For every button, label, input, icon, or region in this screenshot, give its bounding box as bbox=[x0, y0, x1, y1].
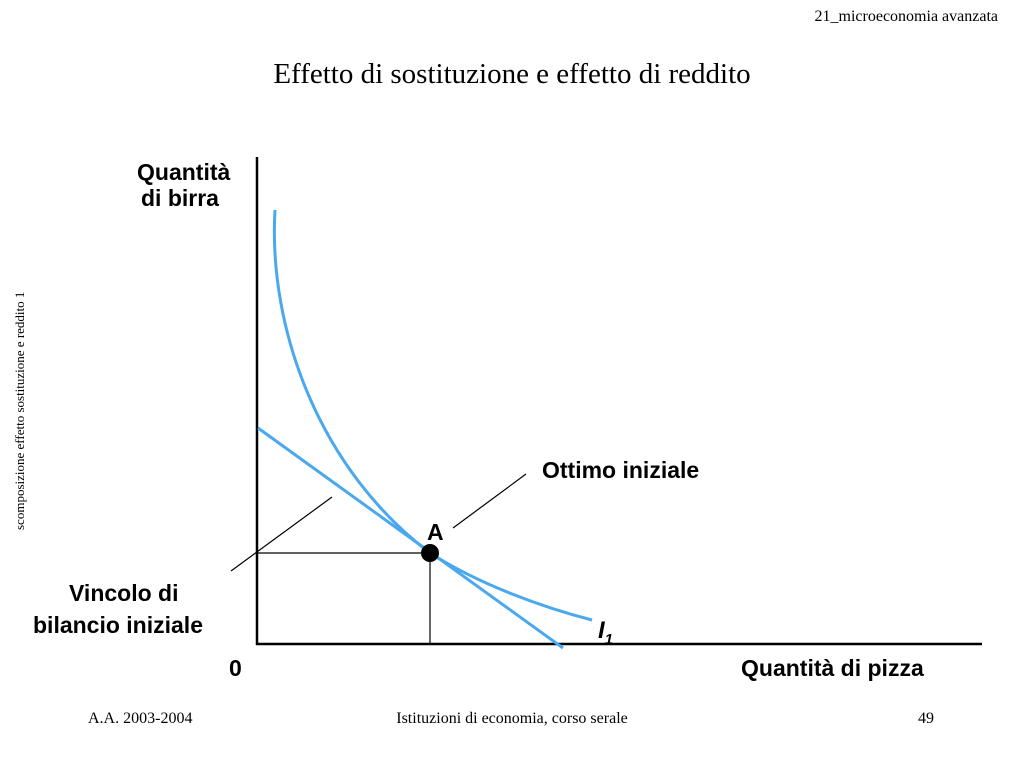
slide-title: Effetto di sostituzione e effetto di red… bbox=[273, 58, 751, 90]
curve-label-i1: I1 bbox=[598, 617, 613, 648]
indifference-curve-i1 bbox=[272, 209, 593, 622]
origin-label: 0 bbox=[229, 655, 242, 681]
budget-line bbox=[257, 426, 564, 650]
point-a-marker bbox=[421, 544, 439, 562]
x-axis-label: Quantità di pizza bbox=[741, 655, 924, 681]
budget-leader-line bbox=[230, 496, 333, 572]
curve-label-subscript: 1 bbox=[605, 631, 613, 648]
budget-label-line2: bilancio iniziale bbox=[33, 612, 203, 638]
curve-label-main: I bbox=[598, 617, 606, 644]
y-axis-label-line1: Quantità bbox=[137, 159, 230, 185]
optimum-label: Ottimo iniziale bbox=[542, 457, 699, 483]
footer-course-name: Istituzioni di economia, corso serale bbox=[396, 710, 628, 727]
budget-label-line1: Vincolo di bbox=[69, 580, 178, 606]
y-axis-label-line2: di birra bbox=[141, 185, 219, 211]
optimum-leader-line bbox=[452, 473, 527, 529]
course-code: 21_microeconomia avanzata bbox=[814, 8, 998, 25]
point-a-label: A bbox=[427, 519, 444, 545]
footer-academic-year: A.A. 2003-2004 bbox=[88, 710, 193, 727]
footer-page-number: 49 bbox=[918, 710, 934, 727]
